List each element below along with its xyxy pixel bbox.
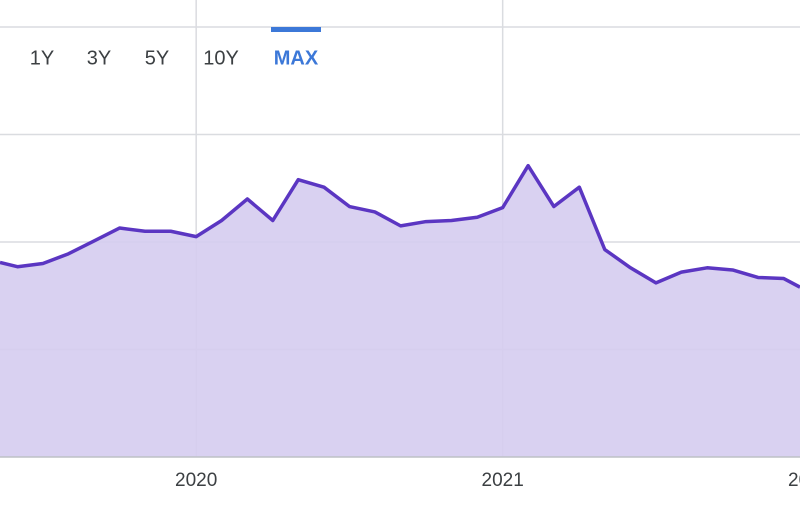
x-tick-label: 2020 (175, 470, 217, 491)
range-button[interactable]: 10Y (203, 47, 239, 69)
range-button[interactable]: 3Y (87, 47, 111, 69)
x-tick-label: 2021 (482, 470, 524, 491)
selected-indicator (271, 27, 321, 32)
range-button[interactable]: 1Y (30, 47, 54, 69)
x-tick-label: 2022 (788, 470, 800, 491)
range-button[interactable]: MAX (274, 47, 319, 69)
range-button[interactable]: 5Y (145, 47, 169, 69)
line (0, 163, 800, 289)
area (0, 165, 800, 458)
